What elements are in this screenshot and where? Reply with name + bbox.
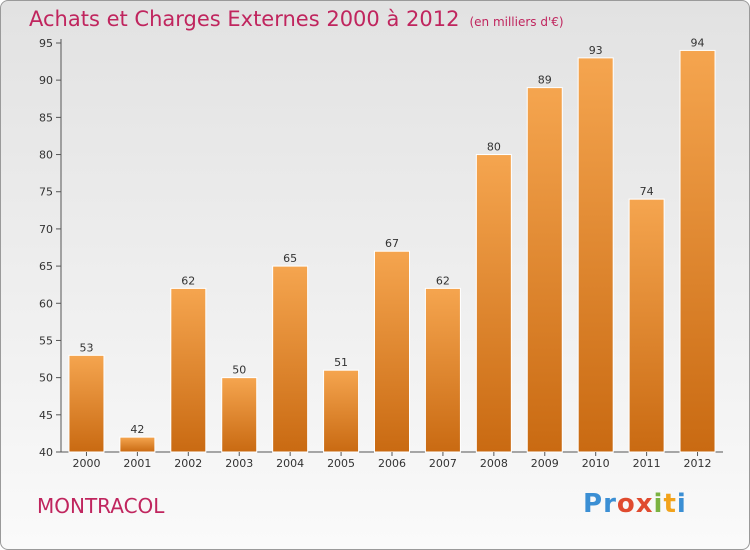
data-label: 62 — [181, 274, 195, 287]
bar — [526, 87, 563, 453]
bar — [679, 49, 716, 453]
x-tick-label: 2010 — [582, 457, 610, 470]
x-tick-label: 2011 — [633, 457, 661, 470]
bar — [628, 198, 665, 453]
logo-letter: x — [635, 489, 654, 519]
logo-letter: i — [676, 489, 687, 519]
x-tick-label: 2002 — [174, 457, 202, 470]
x-tick-label: 2009 — [531, 457, 559, 470]
y-tick-label: 85 — [39, 111, 53, 124]
y-tick-label: 50 — [39, 372, 53, 385]
data-label: 53 — [79, 341, 93, 354]
y-tick-label: 55 — [39, 334, 53, 347]
data-label: 65 — [283, 252, 297, 265]
data-label: 67 — [385, 237, 399, 250]
bar — [272, 265, 309, 453]
data-label: 62 — [436, 274, 450, 287]
x-tick-label: 2006 — [378, 457, 406, 470]
logo-letter: o — [616, 489, 636, 519]
y-tick-label: 70 — [39, 223, 53, 236]
x-tick-label: 2001 — [123, 457, 151, 470]
y-tick-label: 75 — [39, 186, 53, 199]
y-tick-label: 80 — [39, 149, 53, 162]
x-tick-label: 2005 — [327, 457, 355, 470]
x-tick-label: 2008 — [480, 457, 508, 470]
chart-unit: (en milliers d'€) — [469, 15, 564, 29]
x-tick-label: 2007 — [429, 457, 457, 470]
y-tick-label: 95 — [39, 37, 53, 50]
x-tick-label: 2004 — [276, 457, 304, 470]
y-tick-label: 40 — [39, 446, 53, 459]
bar — [68, 354, 105, 453]
y-tick-label: 60 — [39, 297, 53, 310]
bar — [577, 57, 614, 453]
data-label: 89 — [538, 74, 552, 87]
commune-name: MONTRACOL — [37, 494, 165, 518]
data-label: 42 — [130, 423, 144, 436]
bar — [221, 377, 258, 453]
logo-letter: r — [603, 489, 617, 519]
chart-title-text: Achats et Charges Externes 2000 à 2012 — [29, 7, 460, 31]
y-tick-label: 65 — [39, 260, 53, 273]
data-label: 93 — [589, 44, 603, 57]
bar — [323, 369, 360, 453]
logo-letter: i — [653, 489, 664, 519]
bar — [475, 154, 512, 453]
data-label: 74 — [640, 185, 654, 198]
bar — [424, 287, 461, 453]
x-tick-label: 2003 — [225, 457, 253, 470]
bar — [374, 250, 410, 453]
x-tick-label: 2012 — [684, 457, 712, 470]
data-label: 80 — [487, 141, 501, 154]
data-label: 94 — [691, 36, 705, 49]
logo-letter: P — [583, 489, 604, 519]
y-tick-label: 90 — [39, 74, 53, 87]
logo-letter: t — [663, 489, 677, 519]
y-tick-label: 45 — [39, 409, 53, 422]
x-tick-label: 2000 — [72, 457, 100, 470]
bar — [170, 287, 207, 453]
proxiti-logo: Proxiti — [583, 489, 687, 519]
bar — [119, 436, 156, 453]
data-label: 51 — [334, 356, 348, 369]
chart-title: Achats et Charges Externes 2000 à 2012 (e… — [29, 7, 564, 31]
data-label: 50 — [232, 364, 246, 377]
